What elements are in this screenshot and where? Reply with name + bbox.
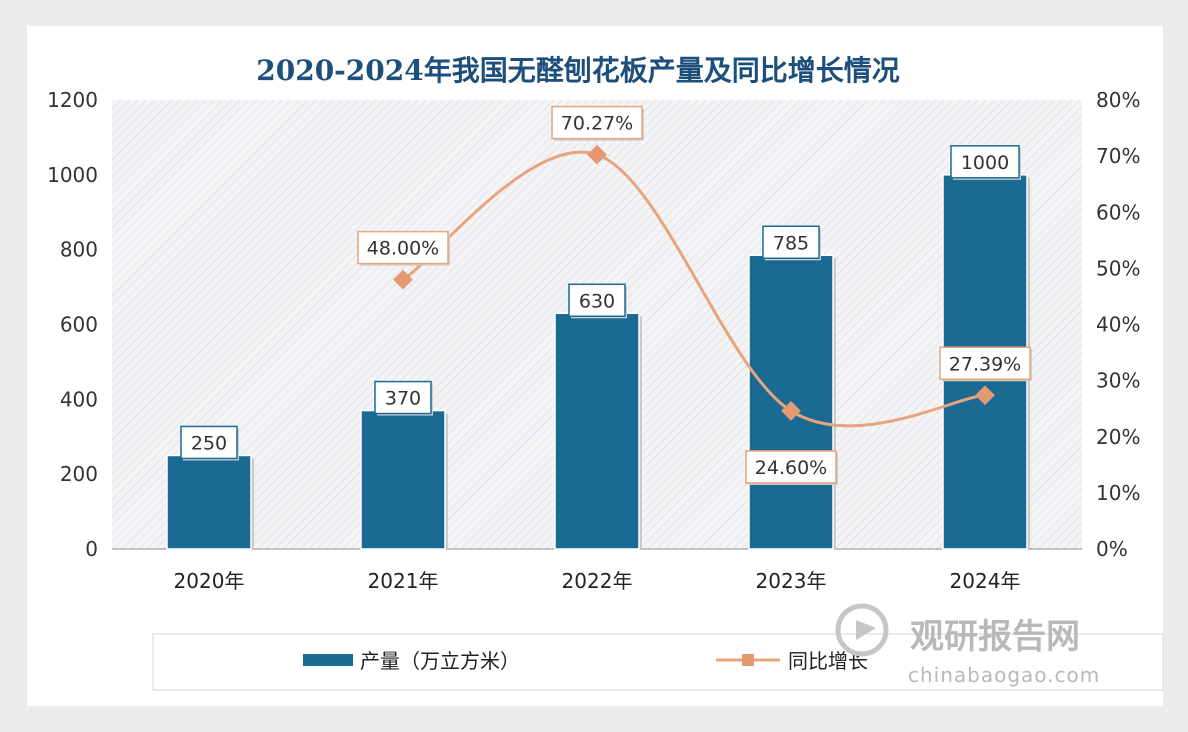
growth-value-label: 24.60% [755,457,827,479]
growth-point [975,385,995,406]
bar-value-label-box [180,425,238,460]
x-tick-label: 2021年 [368,569,439,593]
watermark-brand: 观研报告网 [910,617,1080,657]
growth-value-label-box [745,450,837,484]
y-left-tick-label: 200 [60,462,98,486]
bar-value-label: 630 [579,290,615,312]
y-right-tick-label: 40% [1096,313,1140,337]
growth-value-label-box [551,105,643,140]
y-left-tick-label: 1000 [47,163,98,187]
y-right-tick-label: 80% [1096,88,1140,112]
x-tick-label: 2022年 [562,569,633,593]
bar-value-label: 370 [385,388,421,410]
bar [166,454,252,550]
y-right-tick-label: 10% [1096,481,1140,505]
growth-value-label-box [357,230,449,265]
growth-value-label-box [939,346,1031,381]
bar-value-label-box [374,380,432,415]
bar-value-label: 1000 [961,152,1009,174]
y-right-tick-label: 60% [1096,200,1140,224]
y-right-tick-label: 30% [1096,369,1140,393]
bar-value-label-box [762,225,820,260]
y-right-tick-label: 20% [1096,425,1140,449]
chart-title: 2020-2024年我国无醛刨花板产量及同比增长情况 [256,54,899,87]
y-left-tick-label: 400 [60,387,98,411]
watermark-logo-icon [835,603,889,657]
bar-value-label: 785 [773,232,809,254]
y-right-tick-label: 70% [1096,144,1140,168]
growth-value-label: 27.39% [949,353,1021,375]
y-right-tick-label: 0% [1096,537,1128,561]
x-tick-label: 2024年 [950,569,1021,593]
watermark: 观研报告网 chinabaogao.com [835,603,1100,687]
growth-point [393,269,413,290]
y-right-tick-label: 50% [1096,256,1140,280]
x-tick-label: 2023年 [756,569,827,593]
y-left-tick-label: 1200 [47,88,98,112]
x-tick-label: 2020年 [174,569,245,593]
growth-value-label: 70.27% [561,113,633,135]
legend-bar-label: 产量（万立方米） [360,649,520,673]
y-left-tick-label: 600 [60,313,98,337]
growth-point [781,401,801,421]
legend-bar-swatch [303,654,353,666]
bar [360,409,446,550]
bar [554,312,640,550]
bar-value-label: 250 [191,432,227,454]
growth-line [402,150,986,428]
bar-value-label-box [950,145,1020,179]
y-left-tick-label: 800 [60,238,98,262]
y-left-tick-label: 0 [85,537,98,561]
watermark-url: chinabaogao.com [908,663,1100,687]
growth-value-label: 48.00% [367,238,439,260]
bar-value-label-box [568,283,626,318]
legend-line-marker [742,654,754,666]
